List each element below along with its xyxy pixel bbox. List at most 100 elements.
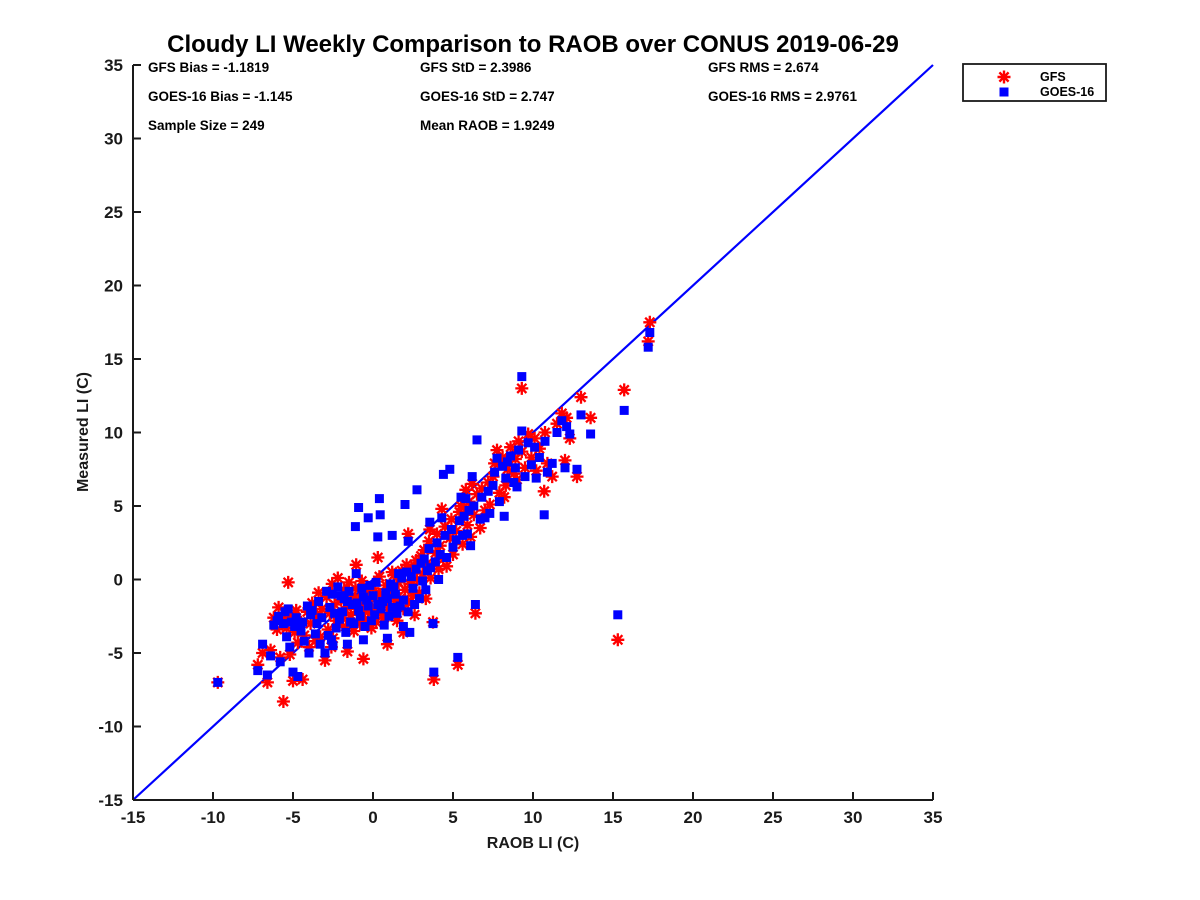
asterisk-glyph — [340, 645, 354, 658]
goes-marker — [365, 580, 375, 590]
gfs-marker — [518, 461, 532, 475]
gfs-marker — [468, 606, 482, 620]
goes-square-icon — [999, 87, 1009, 97]
goes-marker — [293, 672, 303, 681]
asterisk-glyph — [344, 608, 358, 622]
asterisk-glyph — [401, 527, 415, 541]
gfs-marker — [490, 443, 504, 457]
goes-marker — [355, 611, 365, 621]
goes-marker — [540, 436, 550, 446]
gfs-marker — [380, 598, 394, 611]
legend-box — [962, 63, 1107, 102]
chart-title: Cloudy LI Weekly Comparison to RAOB over… — [167, 31, 899, 58]
stat-gfs-std: GFS StD = 2.3986 — [420, 60, 532, 75]
gfs-marker — [400, 558, 414, 572]
asterisk-glyph — [410, 573, 424, 586]
asterisk-glyph — [264, 643, 278, 657]
gfs-marker — [388, 595, 402, 608]
asterisk-glyph — [308, 634, 322, 648]
asterisk-glyph — [574, 390, 588, 404]
goes-marker — [379, 620, 389, 630]
goes-marker — [387, 530, 397, 540]
asterisk-glyph — [515, 381, 529, 395]
gfs-marker — [318, 653, 332, 667]
goes-marker — [565, 429, 575, 439]
gfs-marker — [372, 570, 386, 584]
goes-marker — [302, 601, 312, 611]
goes-marker — [586, 429, 596, 439]
gfs-marker — [369, 615, 383, 629]
asterisk-glyph — [497, 490, 511, 504]
goes-marker — [494, 497, 504, 507]
goes-marker — [285, 642, 295, 652]
asterisk-glyph — [289, 603, 303, 617]
goes-marker — [459, 511, 469, 521]
goes-marker — [446, 525, 456, 534]
asterisk-glyph — [372, 570, 386, 584]
gfs-marker — [328, 598, 342, 611]
gfs-marker — [401, 596, 415, 610]
gfs-marker — [422, 534, 436, 548]
stat-sample-size: Sample Size = 249 — [148, 118, 265, 133]
gfs-marker — [524, 451, 538, 464]
gfs-marker — [272, 600, 286, 614]
gfs-marker — [312, 586, 326, 600]
gfs-marker — [528, 431, 542, 445]
x-tick-label: 25 — [764, 808, 783, 827]
goes-marker — [374, 494, 384, 504]
asterisk-glyph — [550, 417, 564, 431]
asterisk-glyph — [318, 653, 332, 667]
asterisk-glyph — [483, 498, 497, 511]
asterisk-glyph — [315, 602, 329, 616]
gfs-marker — [315, 602, 329, 616]
gfs-marker — [364, 621, 378, 635]
asterisk-glyph — [444, 512, 458, 526]
asterisk-glyph — [328, 598, 342, 611]
goes-marker — [342, 597, 352, 606]
asterisk-glyph — [356, 652, 370, 666]
gfs-marker — [283, 648, 297, 661]
gfs-marker — [304, 617, 318, 631]
goes-marker — [352, 598, 362, 608]
asterisk-glyph — [288, 625, 302, 639]
gfs-marker — [410, 573, 424, 586]
asterisk-glyph — [361, 605, 375, 619]
goes-marker — [266, 651, 276, 661]
gfs-marker — [497, 490, 511, 504]
gfs-marker — [443, 531, 457, 545]
asterisk-glyph — [404, 561, 418, 575]
goes-marker — [454, 516, 464, 526]
gfs-marker — [355, 574, 369, 588]
gfs-marker — [308, 634, 322, 648]
goes-marker — [448, 542, 458, 552]
gfs-marker — [380, 637, 394, 651]
asterisk-glyph — [570, 470, 584, 484]
goes-marker — [490, 467, 500, 477]
goes-marker — [375, 510, 385, 520]
goes-marker — [475, 514, 485, 524]
asterisk-glyph — [417, 543, 431, 557]
gfs-marker — [492, 486, 506, 500]
gfs-marker — [281, 575, 295, 589]
goes-marker — [480, 513, 490, 523]
x-tick-label: 5 — [448, 808, 457, 827]
asterisk-glyph — [337, 583, 351, 597]
asterisk-glyph — [408, 608, 422, 622]
y-tick-label: 15 — [104, 350, 123, 369]
goes-marker — [523, 438, 533, 448]
gfs-marker — [430, 527, 444, 541]
gfs-marker — [260, 675, 274, 689]
goes-marker — [445, 464, 455, 474]
gfs-marker — [545, 470, 559, 484]
gfs-marker — [404, 561, 418, 575]
gfs-marker — [452, 505, 466, 519]
goes-marker — [325, 602, 335, 612]
asterisk-glyph — [465, 477, 479, 491]
asterisk-glyph — [470, 487, 484, 501]
asterisk-glyph — [313, 630, 327, 644]
gfs-marker — [419, 592, 433, 606]
asterisk-glyph — [283, 648, 297, 661]
goes-marker — [357, 583, 367, 593]
goes-marker — [362, 595, 372, 605]
